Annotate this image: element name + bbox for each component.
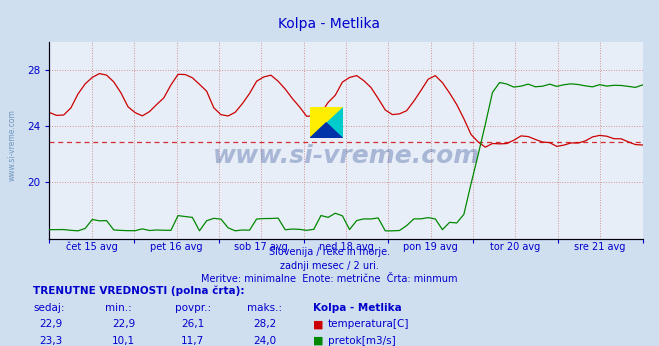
Text: 22,9: 22,9 (40, 319, 63, 329)
Polygon shape (310, 107, 343, 138)
Text: 22,9: 22,9 (112, 319, 135, 329)
Text: 23,3: 23,3 (40, 336, 63, 346)
Text: temperatura[C]: temperatura[C] (328, 319, 409, 329)
Text: 24,0: 24,0 (254, 336, 277, 346)
Text: Kolpa - Metlika: Kolpa - Metlika (313, 303, 402, 313)
Text: TRENUTNE VREDNOSTI (polna črta):: TRENUTNE VREDNOSTI (polna črta): (33, 285, 244, 296)
Text: sedaj:: sedaj: (33, 303, 65, 313)
Text: maks.:: maks.: (247, 303, 282, 313)
Text: ■: ■ (313, 319, 324, 329)
Text: ■: ■ (313, 336, 324, 346)
Text: Meritve: minimalne  Enote: metrične  Črta: minmum: Meritve: minimalne Enote: metrične Črta:… (201, 274, 458, 284)
Text: 26,1: 26,1 (181, 319, 204, 329)
Text: min.:: min.: (105, 303, 132, 313)
Text: www.si-vreme.com: www.si-vreme.com (8, 109, 17, 181)
Text: www.si-vreme.com: www.si-vreme.com (212, 144, 480, 168)
Polygon shape (310, 123, 343, 138)
Text: povpr.:: povpr.: (175, 303, 211, 313)
Polygon shape (310, 107, 343, 138)
Text: 28,2: 28,2 (254, 319, 277, 329)
Text: 11,7: 11,7 (181, 336, 204, 346)
Text: Kolpa - Metlika: Kolpa - Metlika (279, 17, 380, 31)
Text: pretok[m3/s]: pretok[m3/s] (328, 336, 395, 346)
Text: Slovenija / reke in morje.: Slovenija / reke in morje. (269, 247, 390, 257)
Text: zadnji mesec / 2 uri.: zadnji mesec / 2 uri. (280, 261, 379, 271)
Text: 10,1: 10,1 (112, 336, 135, 346)
